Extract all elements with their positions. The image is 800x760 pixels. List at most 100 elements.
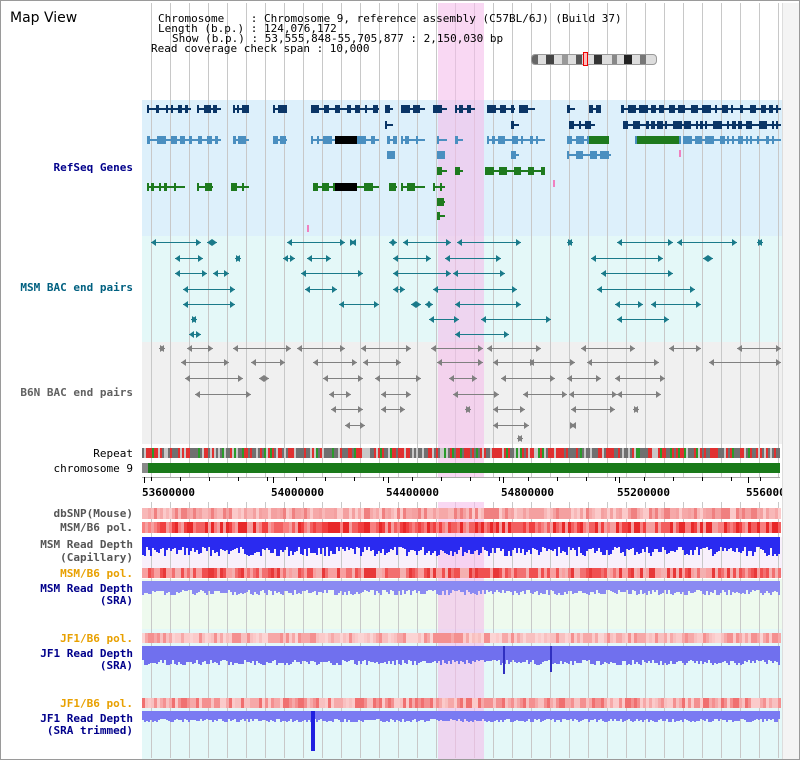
depth-bar (208, 537, 210, 547)
jf1-pol-track[interactable] (142, 633, 781, 643)
right-scroll-strip[interactable] (782, 3, 799, 759)
heat-cell (229, 633, 232, 643)
msm-pol-track[interactable] (142, 522, 781, 533)
msm-depth-sra-track[interactable] (142, 581, 780, 601)
depth-bar (350, 537, 352, 548)
depth-bar (142, 646, 144, 660)
depth-bar (142, 537, 144, 555)
heat-cell (232, 522, 235, 533)
repeat-mark (630, 448, 632, 458)
depth-bar (304, 711, 306, 720)
heat-cell (637, 522, 640, 533)
msm-depth-capillary-track[interactable] (142, 537, 780, 559)
track-label-dbsnp[interactable]: dbSNP(Mouse) (53, 507, 133, 520)
depth-bar (536, 581, 538, 591)
bac-end-marker (493, 406, 498, 413)
heat-cell (289, 522, 292, 533)
heat-cell (163, 568, 166, 578)
depth-bar (566, 646, 568, 663)
chromosome-ideogram[interactable] (531, 54, 657, 65)
repeat-mark (418, 448, 420, 458)
track-label-jf1-pol-trimmed[interactable]: JF1/B6 pol. (60, 697, 133, 710)
heat-cell (196, 522, 199, 533)
depth-bar (544, 537, 546, 548)
repeat-mark (198, 448, 200, 458)
track-label-jf1-pol[interactable]: JF1/B6 pol. (60, 632, 133, 645)
repeat-mark (184, 448, 186, 458)
chromosome-bar[interactable] (142, 463, 780, 473)
heat-cell (757, 522, 760, 533)
depth-bar (266, 537, 268, 548)
heat-cell (277, 633, 280, 643)
depth-bar (512, 581, 514, 595)
track-label-msm-pol[interactable]: MSM/B6 pol. (60, 521, 133, 534)
heat-cell (469, 633, 472, 643)
heat-cell (556, 633, 559, 643)
depth-bar (384, 581, 386, 590)
depth-bar (638, 711, 640, 721)
grid-line (759, 3, 760, 758)
heat-cell (742, 698, 745, 708)
repeat-mark (498, 448, 500, 458)
repeat-mark (262, 448, 264, 458)
heat-cell (628, 698, 631, 708)
track-label-jf1-depth[interactable]: JF1 Read Depth (40, 647, 133, 660)
jf1-pol-trimmed-track[interactable] (142, 698, 781, 708)
track-label-b6n-bac[interactable]: B6N BAC end pairs (20, 386, 133, 399)
depth-bar (686, 537, 688, 554)
jf1-depth-sra-track[interactable] (142, 646, 780, 676)
depth-bar (160, 537, 162, 549)
depth-bar (304, 581, 306, 591)
heat-cell (349, 698, 352, 708)
bac-end-marker (433, 286, 438, 293)
heat-cell (367, 633, 370, 643)
depth-bar (218, 537, 220, 556)
track-label-jf1-depth-trimmed[interactable]: JF1 Read Depth (40, 712, 133, 725)
heat-cell (577, 522, 580, 533)
repeat-mark (674, 448, 676, 458)
gene-exon (387, 136, 390, 144)
depth-bar (492, 581, 494, 594)
heat-cell (460, 633, 463, 643)
dbsnp-track[interactable] (142, 508, 781, 519)
axis-minor-tick (238, 477, 239, 481)
depth-bar (488, 646, 490, 661)
track-label-msm-depth-capillary[interactable]: MSM Read Depth (40, 538, 133, 551)
heat-cell (313, 698, 316, 708)
depth-bar (582, 646, 584, 660)
heat-cell (718, 568, 721, 578)
heat-cell (358, 508, 361, 519)
bac-end-marker (493, 422, 498, 429)
repeat-track[interactable] (142, 448, 780, 458)
gene-exon (746, 121, 752, 129)
heat-cell (424, 568, 427, 578)
msm-pol-sra-track[interactable] (142, 568, 781, 578)
heat-cell (724, 508, 727, 519)
depth-bar (314, 646, 316, 662)
bac-end-marker (361, 345, 366, 352)
depth-bar (754, 537, 756, 552)
heat-cell (691, 633, 694, 643)
bac-end-marker (696, 301, 701, 308)
depth-bar (484, 537, 486, 550)
depth-bar (450, 711, 452, 719)
depth-bar (730, 537, 732, 548)
track-label-msm-depth-sra[interactable]: MSM Read Depth (40, 582, 133, 595)
heat-cell (433, 568, 436, 578)
bac-pair-line (403, 242, 451, 243)
repeat-mark (482, 448, 484, 458)
depth-bar (354, 581, 356, 594)
track-label-msm-pol-sra[interactable]: MSM/B6 pol. (60, 567, 133, 580)
heat-cell (316, 633, 319, 643)
bac-end-marker (708, 255, 713, 262)
depth-bar (162, 711, 164, 719)
heat-cell (205, 522, 208, 533)
track-label-refseq[interactable]: RefSeq Genes (53, 161, 133, 174)
track-label-msm-bac[interactable]: MSM BAC end pairs (20, 281, 133, 294)
depth-bar (640, 581, 642, 590)
depth-bar (162, 537, 164, 548)
heat-cell (163, 633, 166, 643)
depth-bar (680, 537, 682, 547)
jf1-depth-trimmed-track[interactable] (142, 711, 780, 756)
heat-cell (703, 633, 706, 643)
